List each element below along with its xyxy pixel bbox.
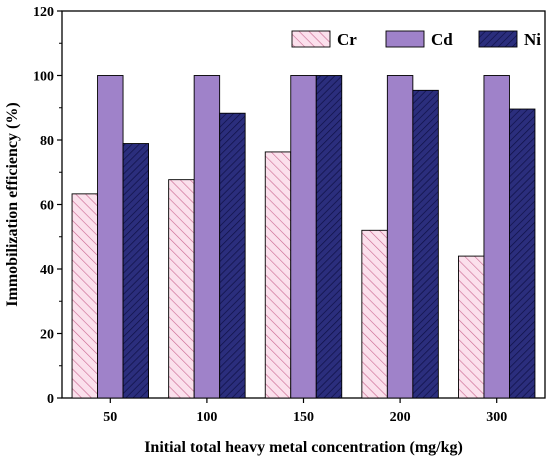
x-tick-label-100: 100 — [196, 410, 217, 425]
bar-cd-50 — [97, 75, 124, 399]
bars-group — [71, 75, 536, 399]
bar-ni-150 — [315, 75, 343, 399]
legend-label-cd: Cd — [431, 30, 453, 49]
bar-cr-150 — [264, 151, 292, 399]
bar-ni-100 — [219, 112, 246, 399]
legend-label-cr: Cr — [337, 30, 357, 49]
bar-ni-200 — [412, 89, 439, 399]
bar-cr-50 — [71, 193, 99, 399]
bar-cr-100 — [168, 179, 195, 399]
legend: Cr Cd Ni — [291, 30, 541, 49]
x-tick-label-50: 50 — [103, 410, 117, 425]
legend-label-ni: Ni — [524, 30, 541, 49]
y-tick-label-80: 80 — [40, 134, 54, 149]
x-tick-label-200: 200 — [390, 410, 411, 425]
y-tick-label-0: 0 — [47, 392, 54, 407]
bar-cr-200 — [361, 229, 388, 399]
legend-swatch-cr — [291, 30, 331, 48]
y-tick-label-120: 120 — [33, 5, 54, 20]
axes-group: 0 20 40 60 80 100 120 50 100 150 200 300 — [33, 5, 507, 425]
bar-cd-150 — [290, 75, 317, 399]
x-tick-label-150: 150 — [293, 410, 314, 425]
legend-swatch-cd — [385, 30, 425, 48]
y-tick-label-20: 20 — [40, 328, 54, 343]
x-axis-title: Initial total heavy metal concentration … — [144, 439, 463, 456]
bar-cd-300 — [483, 75, 510, 399]
bar-ni-300 — [509, 108, 536, 399]
bar-cd-200 — [386, 75, 414, 399]
legend-swatch-ni — [478, 30, 518, 48]
bar-ni-50 — [122, 143, 150, 399]
x-tick-label-300: 300 — [486, 410, 507, 425]
y-tick-label-100: 100 — [33, 70, 54, 85]
bar-cr-300 — [458, 255, 485, 399]
bar-cd-100 — [193, 75, 221, 399]
y-axis-title: Immobilization efficiency (%) — [4, 102, 21, 306]
y-tick-label-60: 60 — [40, 199, 54, 214]
y-tick-label-40: 40 — [40, 263, 54, 278]
